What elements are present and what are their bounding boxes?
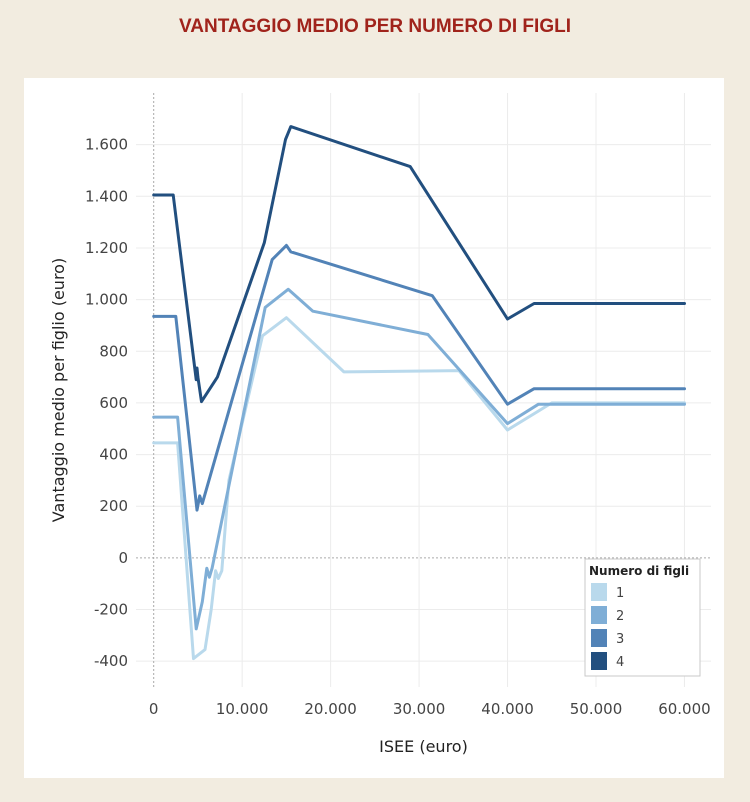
x-axis-title: ISEE (euro) [379, 737, 468, 756]
y-tick-label: 1.600 [85, 136, 128, 154]
legend-title: Numero di figli [589, 564, 689, 578]
y-tick-label: 200 [99, 497, 128, 515]
y-tick-label: 600 [99, 394, 128, 412]
chart-title: VANTAGGIO MEDIO PER NUMERO DI FIGLI [179, 16, 571, 37]
series-line-3 [152, 243, 686, 512]
legend-swatch-3 [591, 629, 607, 647]
series-line-2 [152, 287, 686, 631]
y-tick-label: 1.000 [85, 291, 128, 309]
legend-swatch-4 [591, 652, 607, 670]
series-line-4 [152, 125, 686, 404]
y-tick-label: 800 [99, 342, 128, 360]
legend-label-4: 4 [616, 655, 624, 670]
y-tick-label: 400 [99, 446, 128, 464]
chart-panel: -400 -200 0 200 400 600 800 1.000 1.200 1.400 1.60… [24, 78, 724, 778]
x-tick-label: 0 [149, 700, 159, 718]
line-chart: -400 -200 0 200 400 600 800 1.000 1.200 1.400 1.60… [49, 93, 711, 756]
legend-swatch-2 [591, 606, 607, 624]
y-tick-label: 0 [118, 549, 128, 567]
x-tick-label: 60.000 [658, 700, 711, 718]
y-tick-label: 1.400 [85, 187, 128, 205]
x-tick-label: 10.000 [216, 700, 269, 718]
x-tick-label: 30.000 [393, 700, 446, 718]
x-tick-label: 20.000 [304, 700, 357, 718]
x-tick-label: 40.000 [481, 700, 534, 718]
x-tick-label: 50.000 [570, 700, 623, 718]
legend-label-2: 2 [616, 609, 624, 624]
legend-label-1: 1 [616, 586, 624, 601]
y-axis-title: Vantaggio medio per figlio (euro) [49, 258, 68, 522]
legend-swatch-1 [591, 583, 607, 601]
y-tick-label: -400 [94, 652, 128, 670]
y-tick-label: 1.200 [85, 239, 128, 257]
y-tick-label: -200 [94, 601, 128, 619]
legend-label-3: 3 [616, 632, 624, 647]
